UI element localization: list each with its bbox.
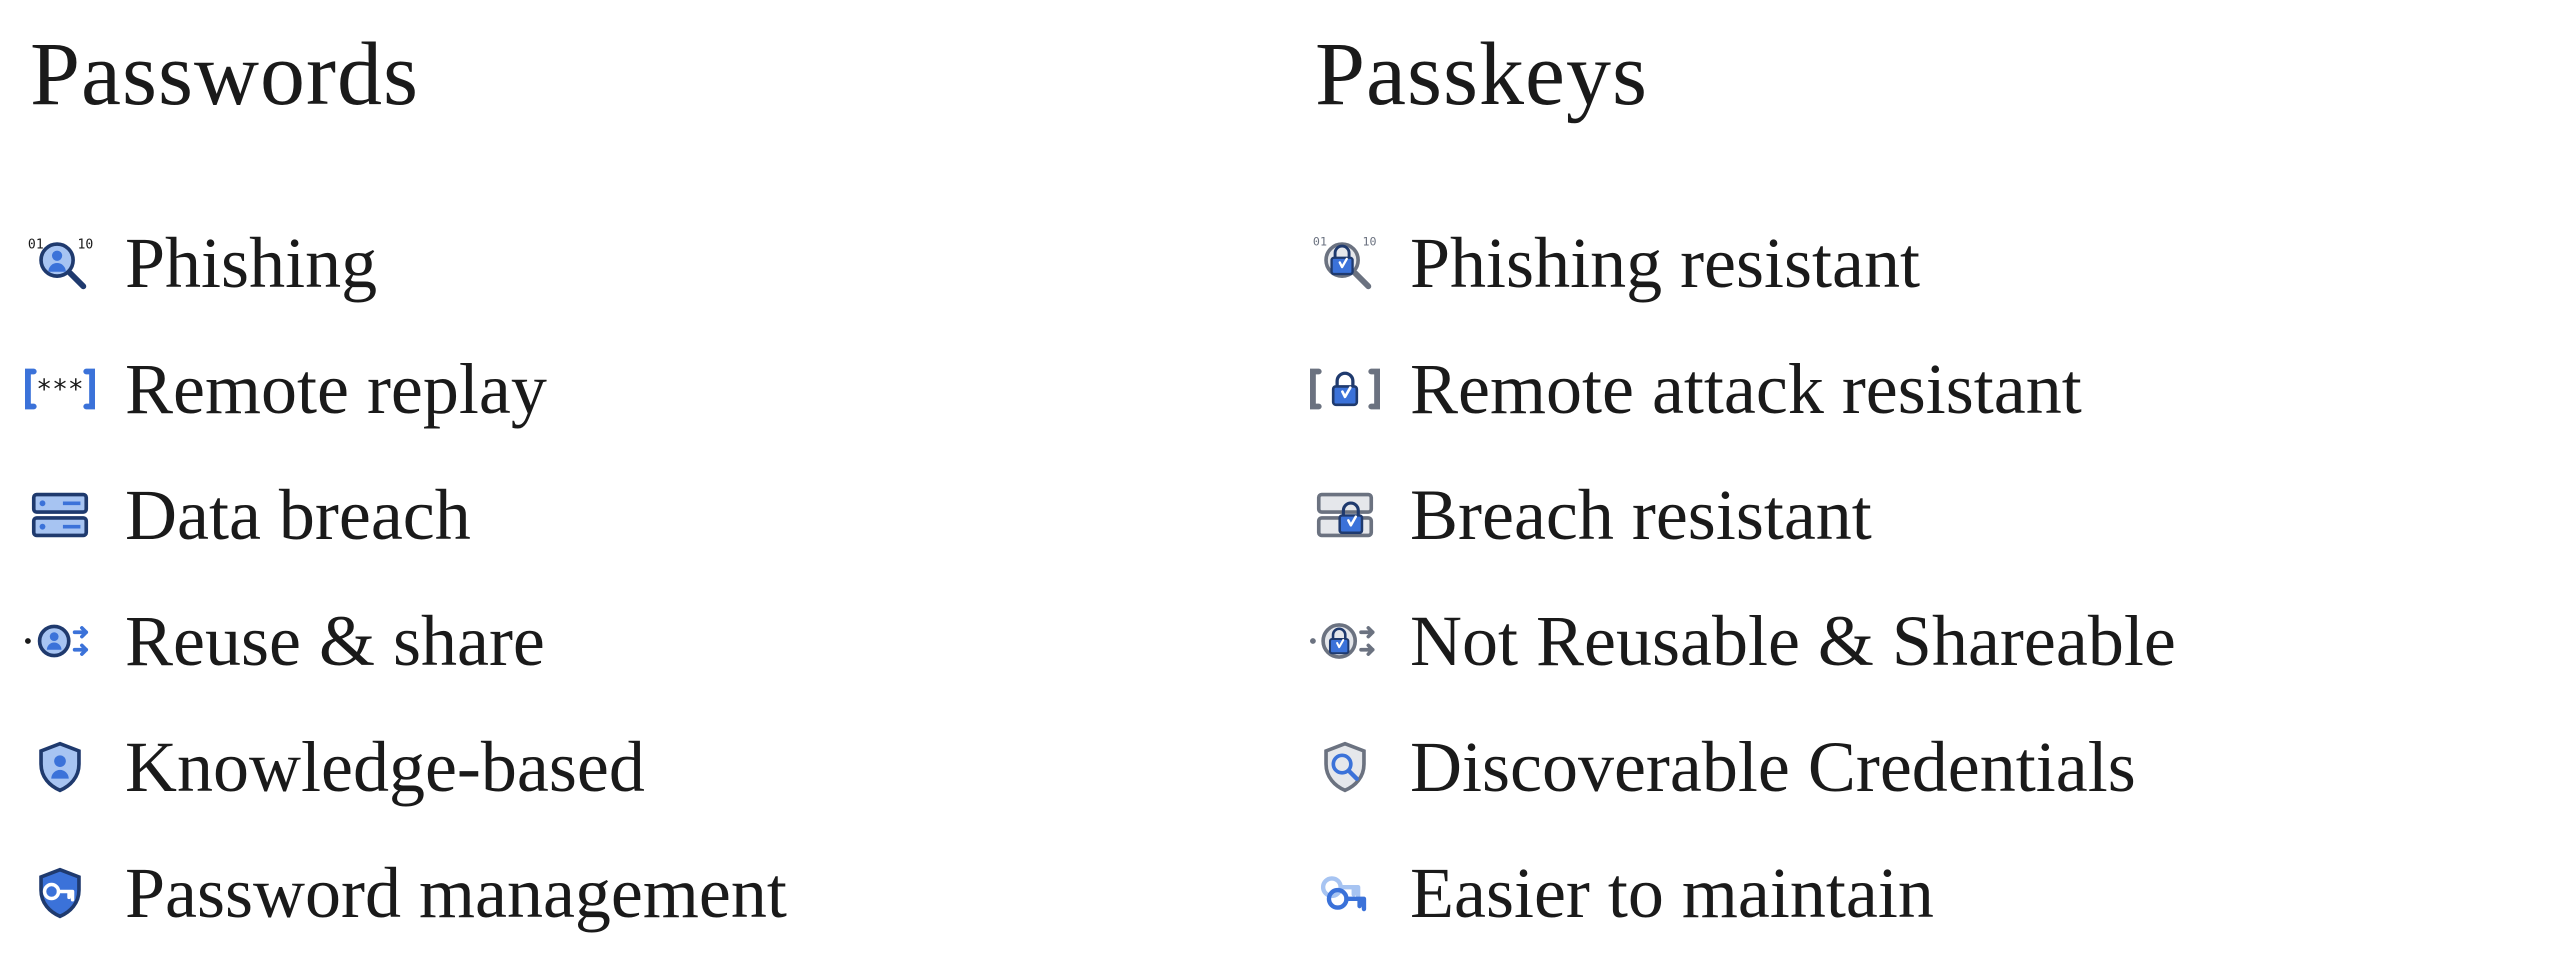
- svg-text:01: 01: [28, 237, 44, 252]
- item-label: Discoverable Credentials: [1410, 727, 2136, 807]
- shield-magnify-icon: [1305, 727, 1385, 807]
- magnify-user-binary-icon: 01 10: [20, 223, 100, 303]
- list-item: Password management: [20, 838, 1265, 948]
- passkeys-heading-wrap: Passkeys: [1305, 30, 2550, 120]
- brackets-stars-icon: ***: [20, 349, 100, 429]
- list-item: 01 10 Phishing: [20, 208, 1265, 318]
- svg-text:10: 10: [78, 237, 94, 252]
- item-label: Remote replay: [125, 349, 547, 429]
- item-label: Knowledge-based: [125, 727, 645, 807]
- item-label: Not Reusable & Shareable: [1410, 601, 2176, 681]
- lock-arrows-icon: [1305, 601, 1385, 681]
- list-item: Remote attack resistant: [1305, 334, 2550, 444]
- passkeys-heading: Passkeys: [1315, 30, 2550, 120]
- list-item: Not Reusable & Shareable: [1305, 586, 2550, 696]
- passkeys-column: Passkeys 01 10 Phishing resistant Remote…: [1305, 30, 2550, 956]
- brackets-lock-icon: [1305, 349, 1385, 429]
- item-label: Phishing resistant: [1410, 223, 1920, 303]
- svg-text:10: 10: [1363, 235, 1377, 249]
- item-label: Data breach: [125, 475, 471, 555]
- passwords-column: Passwords 01 10 Phishing *** Remote repl…: [20, 30, 1265, 956]
- item-label: Remote attack resistant: [1410, 349, 2082, 429]
- list-item: Reuse & share: [20, 586, 1265, 696]
- shield-key-icon: [20, 853, 100, 933]
- server-rack-icon: [20, 475, 100, 555]
- magnify-lock-binary-icon: 01 10: [1305, 223, 1385, 303]
- passwords-heading: Passwords: [30, 30, 1265, 120]
- item-label: Phishing: [125, 223, 377, 303]
- svg-text:01: 01: [1313, 235, 1327, 249]
- double-key-icon: [1305, 853, 1385, 933]
- svg-text:***: ***: [36, 375, 83, 405]
- item-label: Breach resistant: [1410, 475, 1872, 555]
- shield-user-icon: [20, 727, 100, 807]
- list-item: Discoverable Credentials: [1305, 712, 2550, 822]
- item-label: Easier to maintain: [1410, 853, 1934, 933]
- list-item: Breach resistant: [1305, 460, 2550, 570]
- list-item: Easier to maintain: [1305, 838, 2550, 948]
- list-item: Knowledge-based: [20, 712, 1265, 822]
- passwords-heading-wrap: Passwords: [20, 30, 1265, 120]
- list-item: Data breach: [20, 460, 1265, 570]
- server-lock-icon: [1305, 475, 1385, 555]
- item-label: Password management: [125, 853, 787, 933]
- item-label: Reuse & share: [125, 601, 545, 681]
- user-arrows-icon: [20, 601, 100, 681]
- list-item: 01 10 Phishing resistant: [1305, 208, 2550, 318]
- list-item: *** Remote replay: [20, 334, 1265, 444]
